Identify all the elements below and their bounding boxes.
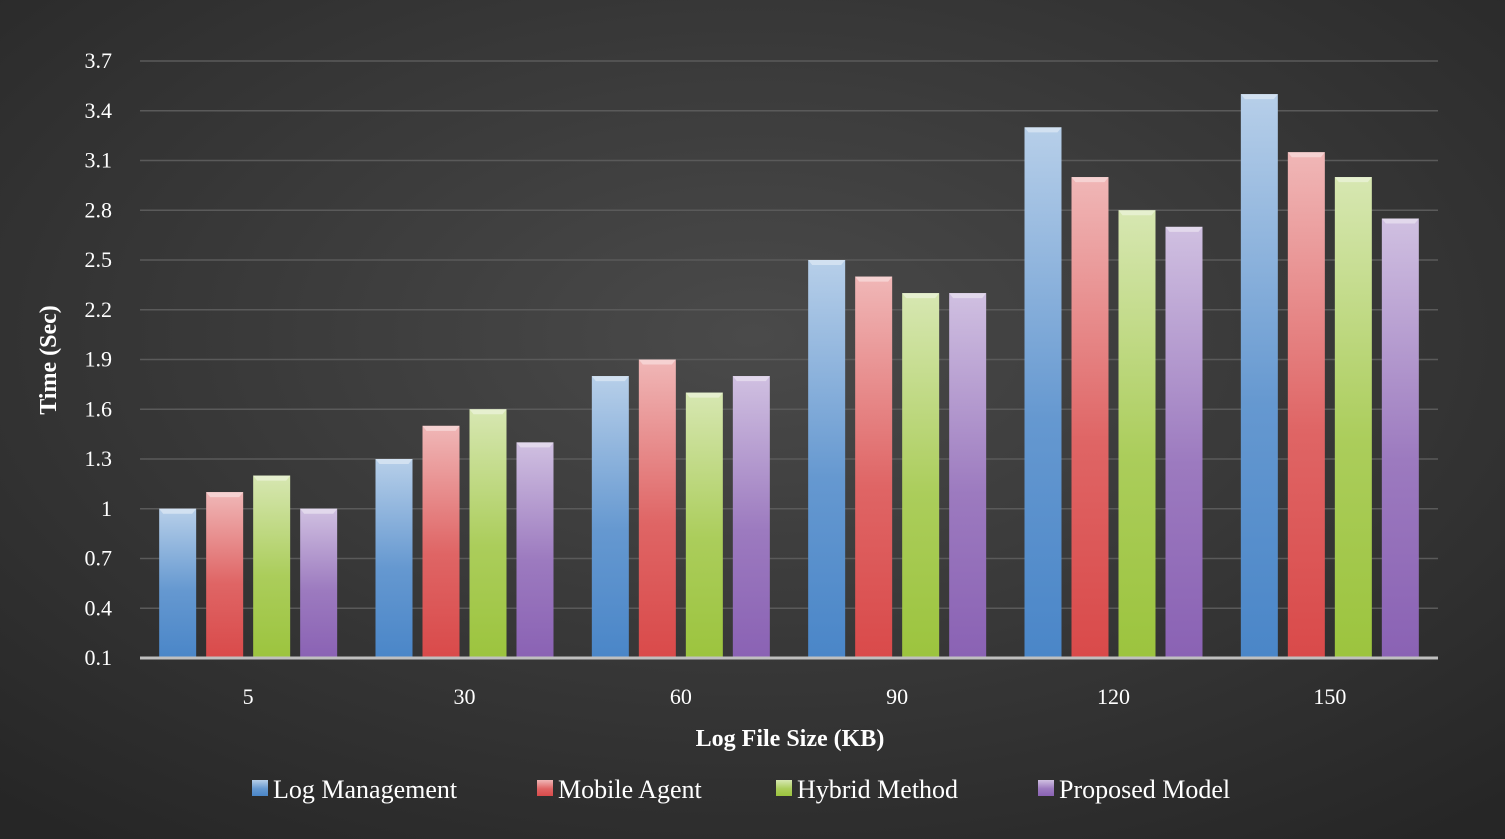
legend-swatch bbox=[1038, 780, 1054, 796]
bar-cap bbox=[159, 508, 197, 514]
bar-log-management bbox=[591, 376, 629, 658]
y-axis-title: Time (Sec) bbox=[36, 305, 62, 415]
gridlines bbox=[140, 60, 1438, 609]
bar-cap bbox=[469, 409, 507, 415]
y-tick-label: 1.6 bbox=[85, 396, 113, 421]
x-tick-label: 30 bbox=[454, 684, 476, 709]
y-tick-label: 1.3 bbox=[85, 446, 113, 471]
bar-cap bbox=[902, 293, 940, 299]
bar-cap bbox=[1334, 177, 1372, 183]
y-tick-label: 0.1 bbox=[85, 645, 113, 670]
legend-label: Hybrid Method bbox=[797, 775, 958, 804]
bar-cap bbox=[949, 293, 987, 299]
x-tick-label: 5 bbox=[243, 684, 254, 709]
bar-hybrid-method bbox=[685, 392, 723, 658]
bar-log-management bbox=[375, 459, 413, 658]
y-tick-label: 3.1 bbox=[85, 148, 113, 173]
bar-proposed-model bbox=[949, 293, 987, 658]
bar-hybrid-method bbox=[1334, 177, 1372, 659]
bar-proposed-model bbox=[300, 508, 338, 658]
legend-swatch bbox=[252, 780, 268, 796]
y-tick-label: 0.7 bbox=[85, 546, 113, 571]
bar-mobile-agent bbox=[1287, 152, 1325, 659]
bar-cap bbox=[516, 442, 554, 448]
x-tick-label: 150 bbox=[1313, 684, 1346, 709]
bar-cap bbox=[422, 425, 460, 431]
bar-cap bbox=[732, 376, 770, 382]
bar-hybrid-method bbox=[902, 293, 940, 658]
bar-cap bbox=[591, 376, 629, 382]
legend: Log Management Mobile Agent Hybrid Method P… bbox=[252, 775, 1230, 804]
y-tick-label: 0.4 bbox=[85, 595, 113, 620]
x-axis-ticks: 5 30 60 90 120 150 bbox=[243, 684, 1347, 709]
bar-hybrid-method bbox=[253, 475, 291, 658]
legend-swatch bbox=[776, 780, 792, 796]
bar-mobile-agent bbox=[638, 359, 676, 658]
bar-mobile-agent bbox=[422, 425, 460, 658]
bar-cap bbox=[300, 508, 338, 514]
x-tick-label: 90 bbox=[886, 684, 908, 709]
x-tick-label: 60 bbox=[670, 684, 692, 709]
y-tick-label: 2.8 bbox=[85, 197, 113, 222]
x-tick-label: 120 bbox=[1097, 684, 1130, 709]
bar-cap bbox=[1287, 152, 1325, 158]
bar-proposed-model bbox=[516, 442, 554, 658]
bar-cap bbox=[1165, 226, 1203, 232]
bar-cap bbox=[1381, 218, 1419, 224]
bar-proposed-model bbox=[732, 376, 770, 658]
bar-cap bbox=[1118, 210, 1156, 216]
y-tick-label: 3.4 bbox=[85, 98, 113, 123]
y-tick-label: 2.5 bbox=[85, 247, 113, 272]
y-axis-ticks: 0.1 0.4 0.7 1 1.3 1.6 1.9 2.2 2.5 2.8 3.1 3.4 3.7 bbox=[85, 48, 113, 670]
bar-hybrid-method bbox=[469, 409, 507, 658]
legend-swatch bbox=[537, 780, 553, 796]
legend-label: Proposed Model bbox=[1059, 775, 1230, 804]
bar-proposed-model bbox=[1165, 226, 1203, 659]
bar-hybrid-method bbox=[1118, 210, 1156, 658]
bar-cap bbox=[685, 392, 723, 398]
bar-cap bbox=[253, 475, 291, 481]
legend-label: Mobile Agent bbox=[558, 775, 702, 804]
bar-cap bbox=[1071, 177, 1109, 183]
bar-cap bbox=[1240, 94, 1278, 100]
bar-cap bbox=[375, 459, 413, 464]
bar-mobile-agent bbox=[855, 276, 893, 658]
x-axis-title: Log File Size (KB) bbox=[696, 726, 885, 752]
bar-cap bbox=[855, 276, 893, 282]
bar-cap bbox=[1024, 127, 1062, 133]
y-tick-label: 1 bbox=[101, 496, 112, 521]
y-tick-label: 1.9 bbox=[85, 347, 113, 372]
y-tick-label: 3.7 bbox=[85, 48, 113, 73]
bar-cap bbox=[808, 260, 846, 265]
bar-log-management bbox=[808, 260, 846, 658]
bar-cap bbox=[638, 359, 676, 365]
bar-log-management bbox=[1240, 94, 1278, 658]
bar-proposed-model bbox=[1381, 218, 1419, 658]
legend-label: Log Management bbox=[273, 775, 458, 804]
bar-cap bbox=[206, 492, 244, 498]
bar-log-management bbox=[159, 508, 197, 658]
bar-log-management bbox=[1024, 127, 1062, 659]
bars bbox=[159, 94, 1419, 659]
bar-mobile-agent bbox=[206, 492, 244, 658]
y-tick-label: 2.2 bbox=[85, 297, 113, 322]
bar-mobile-agent bbox=[1071, 177, 1109, 659]
